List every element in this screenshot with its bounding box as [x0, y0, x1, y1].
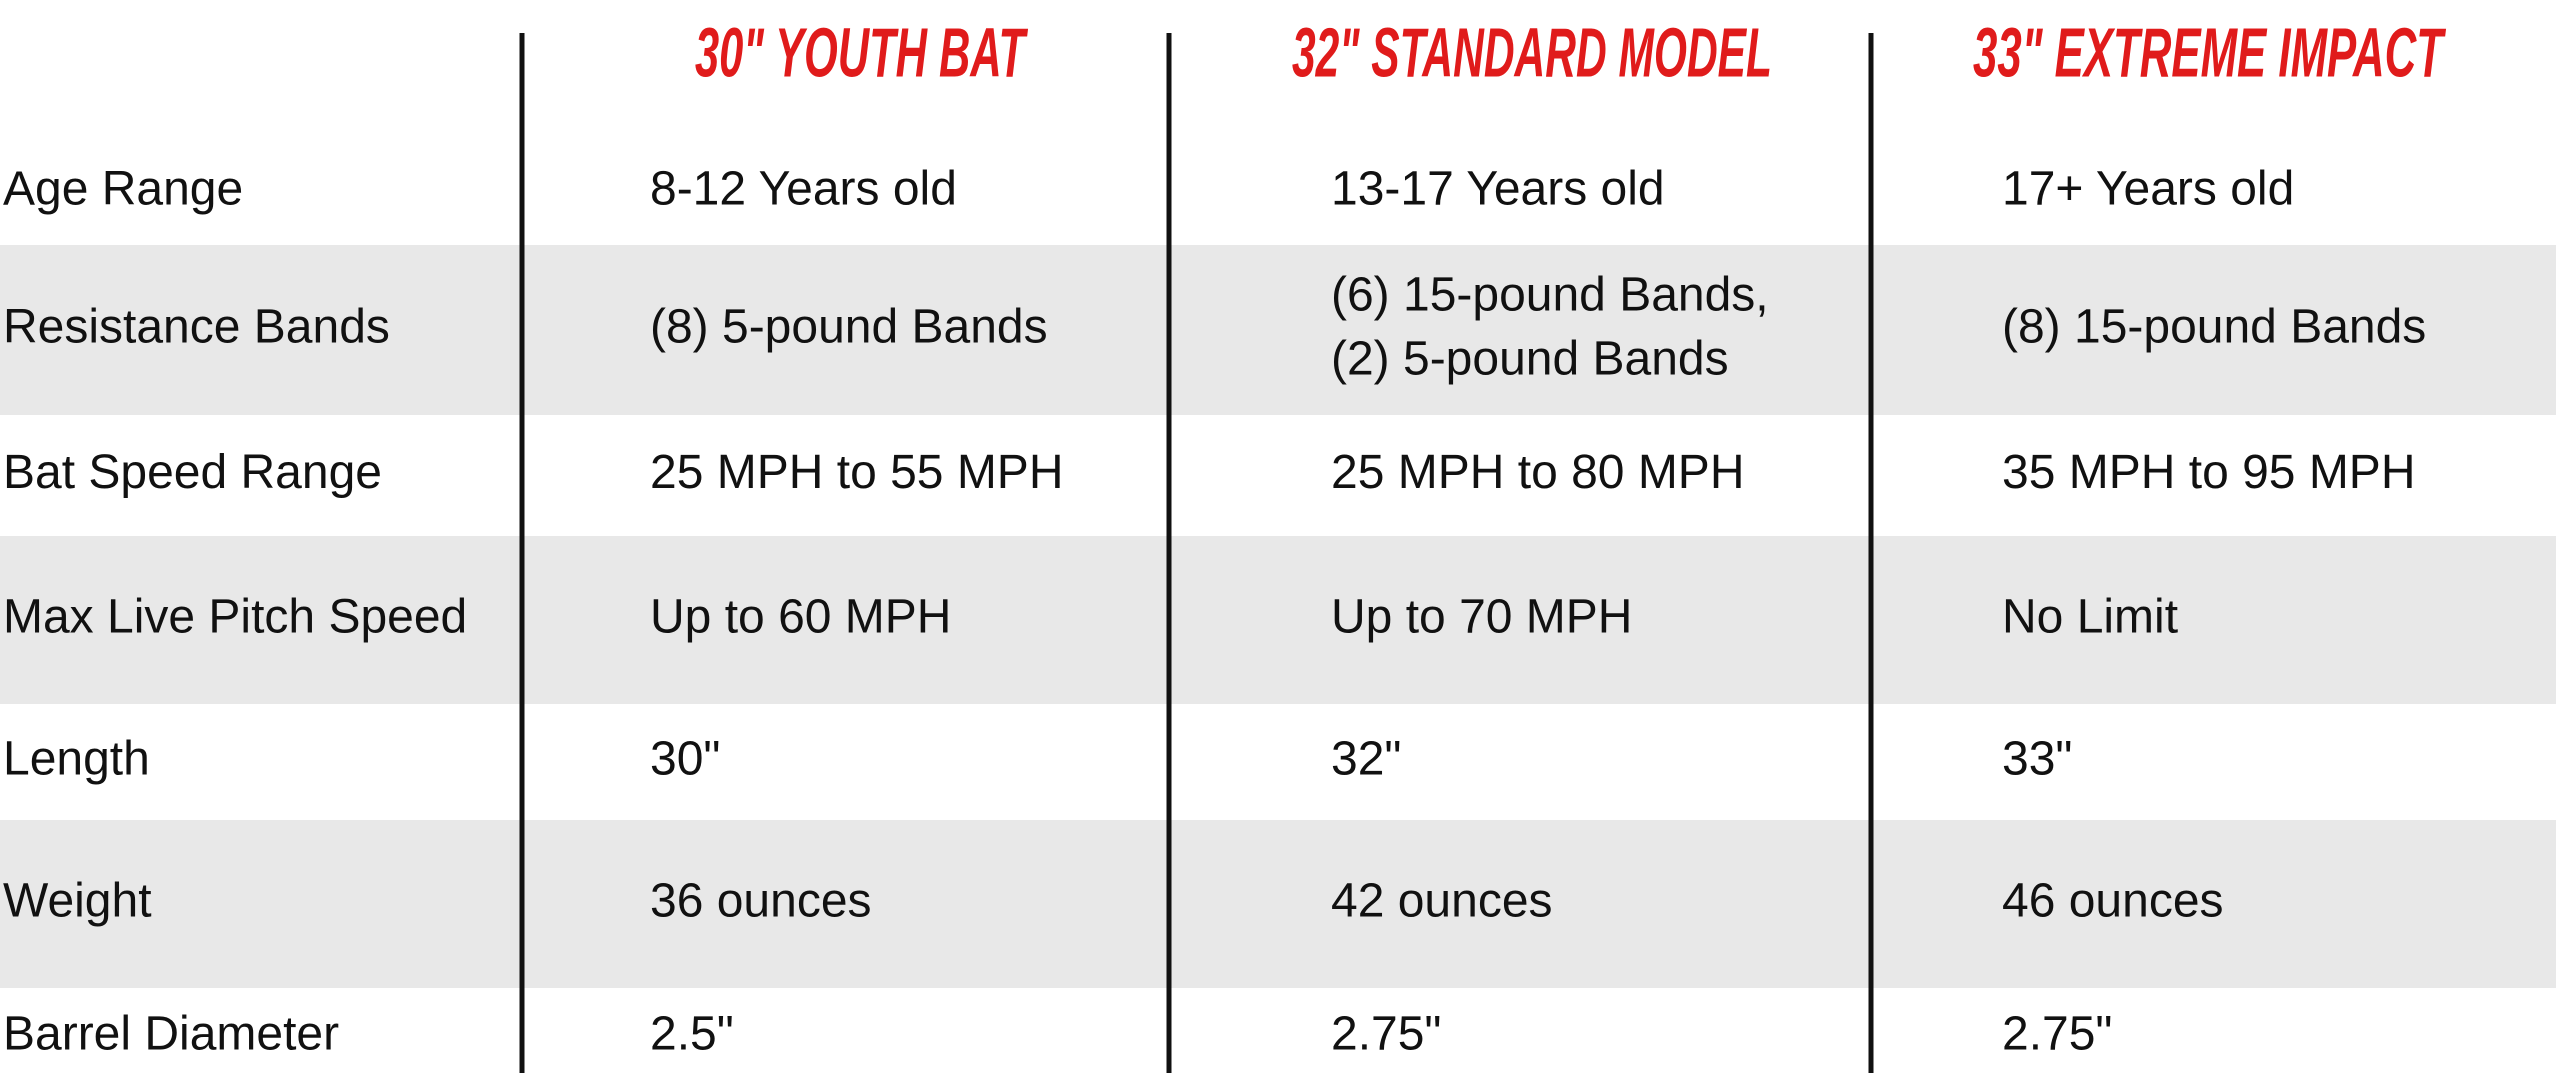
row-band [0, 245, 2556, 415]
cell-text: 2.5" [650, 1008, 734, 1061]
cell-text: 36 ounces [650, 875, 872, 928]
cell-text: 25 MPH to 80 MPH [1331, 446, 1744, 499]
row-label: Age Range [3, 163, 243, 216]
column-header: 32" STANDARD MODEL [1292, 13, 1772, 91]
cell-text: 33" [2002, 733, 2072, 786]
cell-text: 13-17 Years old [1331, 163, 1665, 216]
cell-text: 42 ounces [1331, 875, 1553, 928]
row-band [0, 536, 2556, 704]
row-label: Resistance Bands [3, 301, 390, 354]
cell-text: 25 MPH to 55 MPH [650, 446, 1063, 499]
row-label: Length [3, 733, 150, 786]
row-label: Max Live Pitch Speed [3, 591, 467, 644]
cell-text: 2.75" [1331, 1008, 1441, 1061]
cell-text: Up to 70 MPH [1331, 591, 1632, 644]
cell-text: (2) 5-pound Bands [1331, 333, 1729, 386]
cell-text: (8) 5-pound Bands [650, 301, 1048, 354]
cell-text: 35 MPH to 95 MPH [2002, 446, 2415, 499]
cell-text: (6) 15-pound Bands, [1331, 269, 1769, 322]
cell-text: Up to 60 MPH [650, 591, 951, 644]
cell-text: 30" [650, 733, 720, 786]
cell-text: (8) 15-pound Bands [2002, 301, 2426, 354]
cell-text: 8-12 Years old [650, 163, 957, 216]
row-band [0, 820, 2556, 988]
row-label: Bat Speed Range [3, 446, 382, 499]
cell-text: 2.75" [2002, 1008, 2112, 1061]
cell-text: 46 ounces [2002, 875, 2224, 928]
cell-text: 32" [1331, 733, 1401, 786]
row-label: Barrel Diameter [3, 1008, 339, 1061]
row-label: Weight [3, 875, 152, 928]
cell-text: 17+ Years old [2002, 163, 2294, 216]
cell-text: No Limit [2002, 591, 2178, 644]
column-header: 30" YOUTH BAT [695, 13, 1028, 91]
column-header: 33" EXTREME IMPACT [1973, 13, 2446, 91]
